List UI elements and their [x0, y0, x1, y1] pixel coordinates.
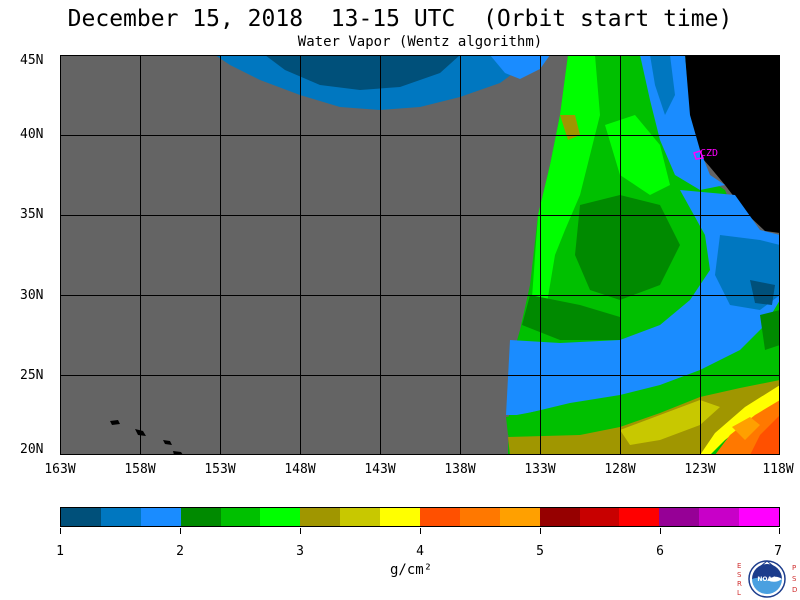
lat-label-20n: 20N — [20, 442, 44, 457]
colorbar-swatch — [579, 508, 620, 526]
colorbar-swatch — [739, 508, 780, 526]
swath-green-south — [506, 305, 780, 435]
logo-letter-r: R — [737, 580, 742, 588]
colorbar-swatch — [140, 508, 181, 526]
colorbar-tick — [779, 528, 780, 534]
colorbar-tick — [420, 528, 421, 534]
map-title: December 15, 2018 13-15 UTC (Orbit start… — [67, 6, 733, 32]
swath-orange-deep — [750, 415, 780, 455]
swath-dark-green-east — [760, 310, 780, 350]
logo-letter-l: L — [737, 589, 741, 597]
colorbar-label-5: 5 — [536, 544, 544, 559]
land-north-america — [682, 55, 780, 233]
logo-center-text: NOAA — [757, 576, 777, 583]
lat-label-45n: 45N — [20, 53, 44, 68]
swath-blue-coastal-dark — [650, 55, 675, 115]
colorbar-swatch — [459, 508, 500, 526]
colorbar-tick — [300, 528, 301, 534]
colorbar-swatch — [539, 508, 580, 526]
swath-olive-south — [508, 380, 780, 455]
graticule — [60, 55, 780, 455]
lon-label-123w: 123W — [684, 462, 716, 477]
colorbar-label-6: 6 — [656, 544, 664, 559]
colorbar-swatch — [180, 508, 221, 526]
swath-olive-patch — [560, 115, 580, 140]
lon-label-138w: 138W — [444, 462, 476, 477]
lat-label-40n: 40N — [20, 127, 44, 142]
logo-bottom-blue — [752, 577, 782, 594]
colorbar-swatch — [699, 508, 740, 526]
colorbar — [60, 507, 780, 527]
swath-dark-green-lower — [522, 295, 620, 340]
colorbar-label-4: 4 — [416, 544, 424, 559]
logo-letter-s: S — [737, 571, 742, 579]
swath-yellow-band — [700, 385, 780, 455]
colorbar-units: g/cm² — [390, 562, 433, 578]
logo-bird — [760, 560, 774, 567]
psd-letters: P S D — [792, 564, 797, 594]
lon-label-133w: 133W — [524, 462, 556, 477]
lon-label-163w: 163W — [44, 462, 76, 477]
swath-bright-green-west — [530, 55, 600, 325]
water-vapor-map: CZD — [60, 55, 780, 455]
logo-letter-s2: S — [792, 575, 797, 583]
lat-label-25n: 25N — [20, 368, 44, 383]
lat-label-30n: 30N — [20, 288, 44, 303]
logo-letter-e: E — [737, 562, 741, 570]
station-label: CZD — [700, 148, 718, 159]
swath-blue-diagonal — [506, 190, 780, 415]
swath-orange-light — [732, 417, 760, 440]
colorbar-swatch — [499, 508, 540, 526]
map-subtitle: Water Vapor (Wentz algorithm) — [297, 34, 543, 50]
colorbar-label-1: 1 — [56, 544, 64, 559]
colorbar-label-3: 3 — [296, 544, 304, 559]
swath-deep-blue-spot — [750, 280, 775, 305]
logo-letter-d: D — [792, 586, 797, 594]
swath-yellow-olive — [620, 400, 720, 445]
lon-label-118w: 118W — [762, 462, 794, 477]
colorbar-swatch — [619, 508, 660, 526]
colorbar-swatch — [300, 508, 341, 526]
station-marker: CZD — [693, 148, 718, 160]
logo-letter-p: P — [792, 564, 796, 572]
lat-label-35n: 35N — [20, 207, 44, 222]
colorbar-swatch — [659, 508, 700, 526]
swath-dark-green-band — [575, 195, 680, 300]
colorbar-swatch — [61, 508, 101, 526]
colorbar-tick — [660, 528, 661, 534]
lon-label-148w: 148W — [284, 462, 316, 477]
lon-label-153w: 153W — [204, 462, 236, 477]
colorbar-swatch — [220, 508, 261, 526]
colorbar-tick — [60, 528, 61, 534]
noaa-logo: E S R L P S D NOAA — [737, 560, 797, 598]
colorbar-swatch — [340, 508, 381, 526]
lon-label-128w: 128W — [604, 462, 636, 477]
colorbar-swatch — [100, 508, 141, 526]
esrl-letters: E S R L — [737, 562, 742, 597]
colorbar-swatch — [420, 508, 460, 526]
swath-arc-core — [265, 55, 460, 90]
island-kauai — [110, 420, 120, 425]
lon-label-143w: 143W — [364, 462, 396, 477]
island-maui — [163, 440, 172, 445]
colorbar-swatch — [260, 508, 301, 526]
station-marker-box — [693, 150, 705, 160]
colorbar-swatch — [380, 508, 421, 526]
colorbar-label-2: 2 — [176, 544, 184, 559]
colorbar-tick — [540, 528, 541, 534]
colorbar-tick — [180, 528, 181, 534]
swath-arc-edge — [490, 55, 550, 79]
colorbar-label-7: 7 — [774, 544, 782, 559]
lon-label-158w: 158W — [124, 462, 156, 477]
